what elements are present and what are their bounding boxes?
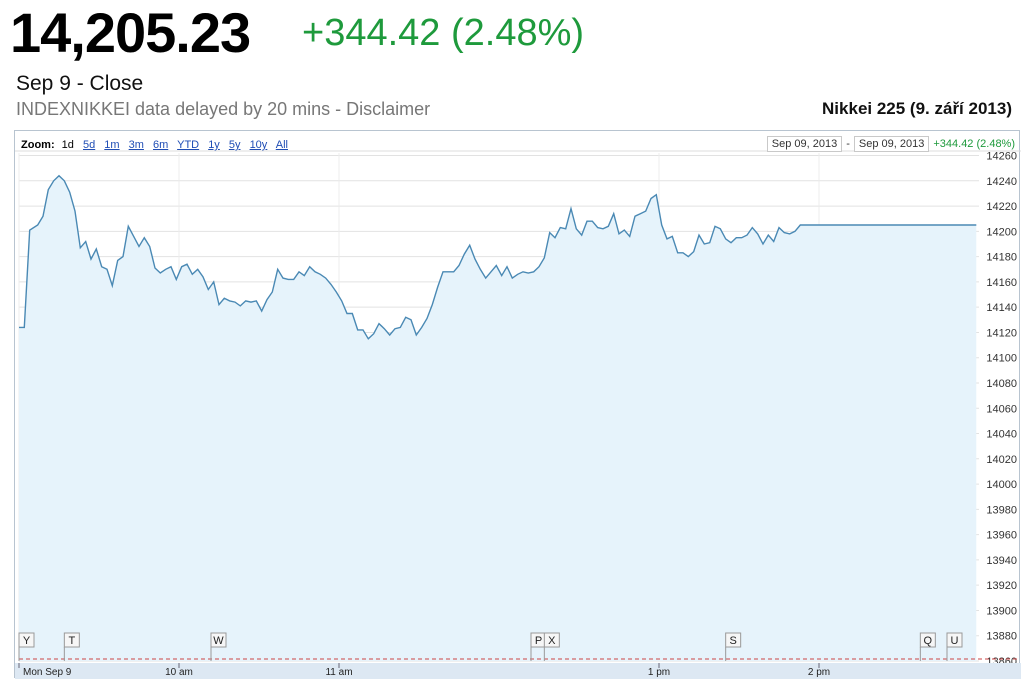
y-tick-label: 14000	[986, 479, 1017, 491]
x-tick-label: 11 am	[325, 667, 352, 678]
news-flag[interactable]	[725, 632, 742, 648]
date-range: Sep 09, 2013 - Sep 09, 2013 +344.42 (2.4…	[766, 136, 1015, 152]
range-end[interactable]: Sep 09, 2013	[853, 136, 930, 152]
y-tick-label: 13940	[986, 555, 1017, 567]
y-tick-label: 14260	[986, 151, 1017, 163]
index-title: Nikkei 225 (9. září 2013)	[822, 99, 1012, 118]
range-separator: -	[846, 138, 850, 150]
y-tick-label: 13960	[986, 530, 1017, 542]
x-tick-label: 10 am	[165, 667, 193, 678]
y-tick-label: 14100	[986, 353, 1017, 365]
close-label: Sep 9 - Close	[16, 72, 144, 95]
x-axis-band	[15, 663, 1021, 679]
index-change: +344.42 (2.48%)	[302, 12, 585, 54]
y-tick-label: 13900	[986, 605, 1017, 617]
price-chart[interactable]: 1386013880139001392013940139601398014000…	[15, 131, 1021, 679]
zoom-1m[interactable]: 1m	[104, 139, 120, 151]
range-start[interactable]: Sep 09, 2013	[766, 136, 843, 152]
zoom-5y[interactable]: 5y	[228, 139, 241, 151]
x-tick-label: 1 pm	[648, 667, 670, 678]
news-flag-label: T	[68, 635, 75, 647]
y-tick-label: 13980	[986, 504, 1017, 516]
y-tick-label: 14180	[986, 252, 1017, 264]
price-line	[19, 174, 977, 340]
y-tick-label: 14040	[986, 429, 1017, 441]
news-flag[interactable]	[919, 632, 936, 648]
y-tick-label: 14200	[986, 226, 1017, 238]
area-fill	[19, 175, 977, 661]
y-tick-label: 14220	[986, 201, 1017, 213]
zoom-3m[interactable]: 3m	[128, 139, 144, 151]
zoom-all[interactable]: All	[275, 139, 288, 151]
news-flag-label: S	[729, 635, 736, 647]
y-tick-label: 14020	[986, 454, 1017, 466]
news-flag[interactable]	[18, 632, 35, 648]
news-flag-label: U	[951, 635, 959, 647]
news-flag-label: Y	[23, 635, 31, 647]
news-flag[interactable]	[63, 632, 80, 648]
news-flag[interactable]	[543, 632, 560, 648]
zoom-current: 1d	[61, 139, 74, 151]
chart-container: 13860 13880 13900 13920 13940 13960 13980 14000…	[14, 130, 1021, 679]
zoom-1y[interactable]: 1y	[208, 139, 220, 151]
zoom-5d[interactable]: 5d	[82, 139, 96, 151]
index-price: 14,205.23	[10, 1, 251, 64]
y-tick-label: 13880	[986, 631, 1017, 643]
zoom-label: Zoom:	[21, 139, 55, 151]
zoom-10y[interactable]: 10y	[249, 139, 268, 151]
x-tick-label: Mon Sep 9	[23, 667, 72, 678]
y-tick-label: 14160	[986, 277, 1017, 289]
y-tick-label: 14080	[986, 378, 1017, 390]
zoom-6m[interactable]: 6m	[152, 139, 169, 151]
news-flag-label: Q	[924, 635, 933, 647]
zoom-ytd[interactable]: YTD	[177, 139, 200, 151]
news-flag-label: P	[535, 635, 542, 647]
range-change: +344.42 (2.48%)	[933, 138, 1015, 150]
news-flag-label: W	[213, 635, 224, 647]
y-tick-label: 13920	[986, 580, 1017, 592]
y-tick-label: 14240	[986, 176, 1017, 188]
delay-disclaimer[interactable]: INDEXNIKKEI data delayed by 20 mins - Di…	[16, 99, 431, 119]
y-tick-label: 14060	[986, 403, 1017, 415]
news-flag[interactable]	[946, 632, 963, 648]
x-tick-label: 2 pm	[808, 667, 830, 678]
zoom-bar: Zoom: 1d 5d 1m 3m 6m YTD 1y 5y 10y All	[21, 139, 294, 151]
news-flag[interactable]	[210, 632, 227, 648]
y-tick-label: 14120	[986, 327, 1017, 339]
y-tick-label: 14140	[986, 302, 1017, 314]
news-flag-label: X	[548, 635, 556, 647]
